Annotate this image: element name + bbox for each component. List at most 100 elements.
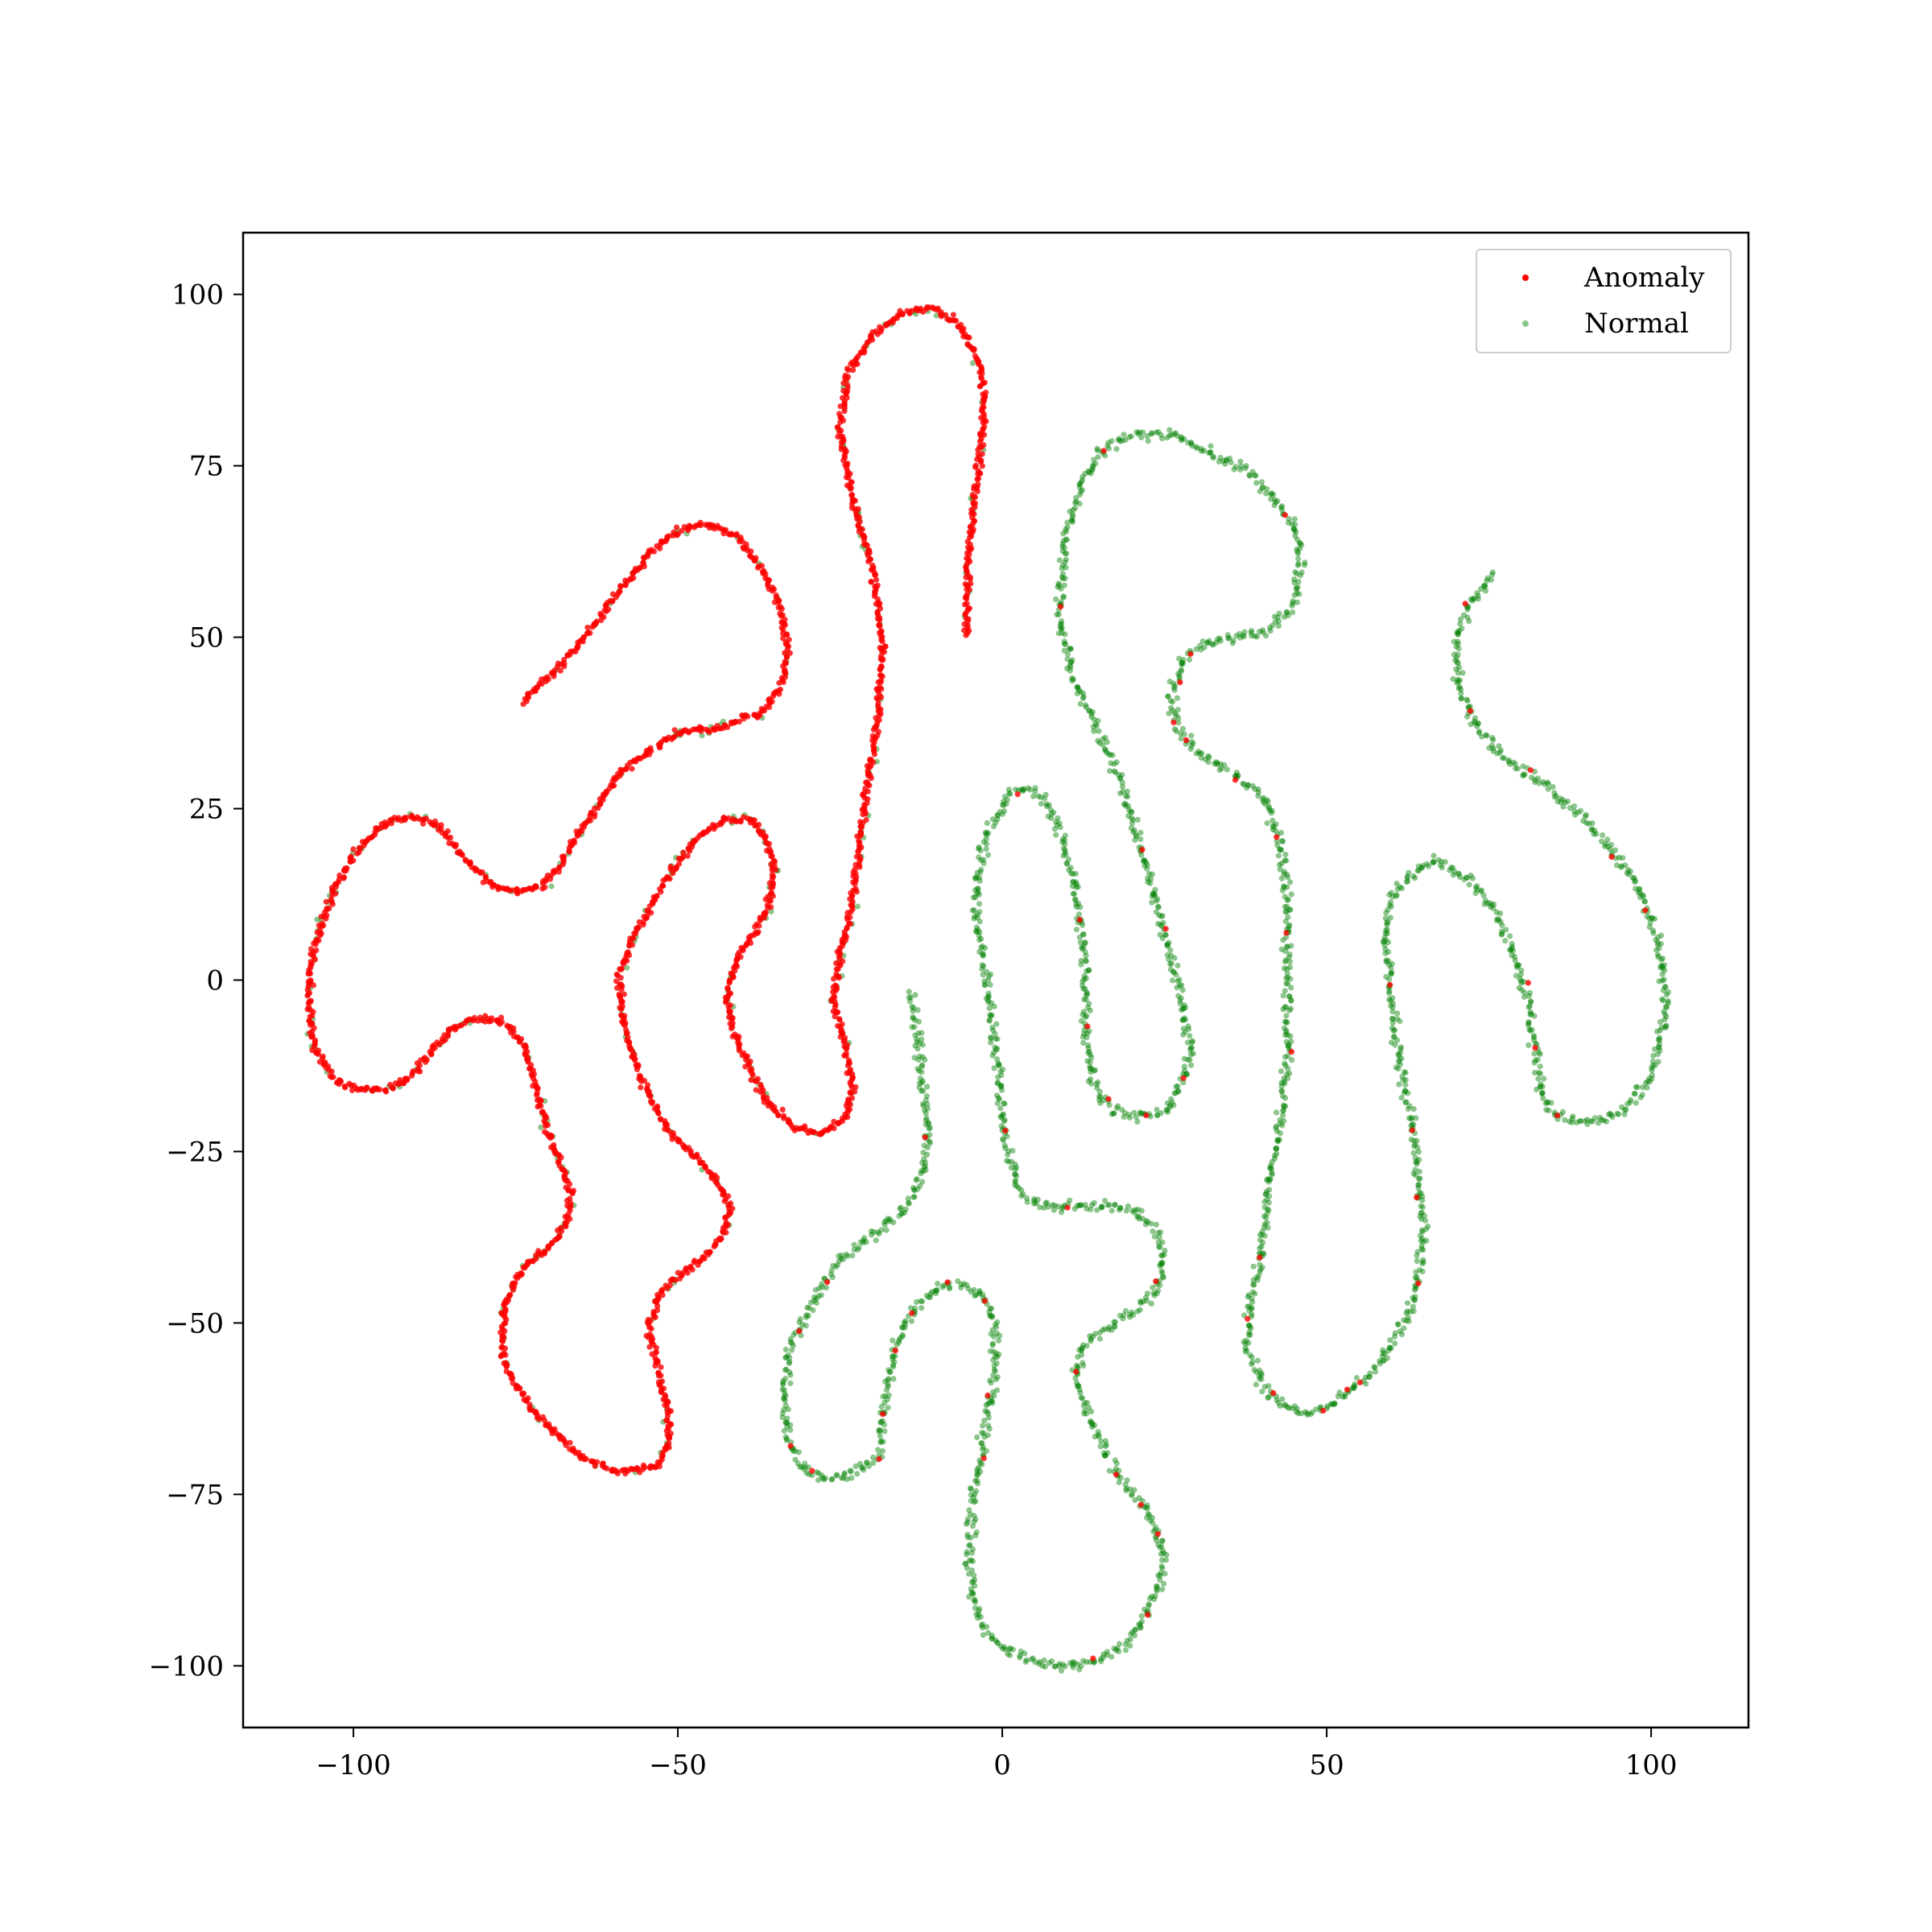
data-point (1178, 995, 1184, 1001)
data-point (1472, 715, 1479, 721)
data-point (848, 1475, 855, 1481)
data-point (971, 1572, 977, 1579)
data-point (1241, 634, 1247, 640)
data-point (1650, 930, 1657, 936)
data-point (1125, 794, 1131, 800)
data-point (1059, 1662, 1067, 1668)
data-point (1096, 1096, 1103, 1103)
data-point (1129, 1492, 1135, 1499)
data-point (1088, 1206, 1094, 1213)
data-point (1069, 678, 1075, 684)
data-point (697, 519, 704, 526)
data-point (1116, 1648, 1122, 1654)
data-point (1111, 1319, 1117, 1325)
data-point (880, 1439, 886, 1445)
data-point (1086, 1028, 1092, 1034)
data-point (1171, 687, 1178, 693)
data-point (579, 823, 585, 829)
data-point (1069, 657, 1075, 663)
data-point (981, 1418, 988, 1424)
data-point (445, 1033, 452, 1039)
data-point (1450, 872, 1456, 878)
data-point (663, 1393, 669, 1400)
data-point (1480, 892, 1487, 898)
data-point (1122, 1647, 1129, 1653)
data-point (1054, 822, 1060, 828)
data-point (987, 971, 994, 978)
data-point (966, 1542, 972, 1549)
data-point (1525, 1042, 1532, 1048)
data-point (1060, 594, 1067, 601)
data-point (1101, 1452, 1108, 1459)
data-point (1113, 1647, 1119, 1653)
data-point (1103, 749, 1109, 756)
data-point (838, 1252, 844, 1259)
data-point (902, 1318, 909, 1324)
data-point (1150, 1228, 1156, 1235)
data-point (1087, 1333, 1093, 1340)
data-point (1123, 803, 1129, 809)
data-point (1086, 1048, 1092, 1055)
data-point (1150, 1290, 1157, 1296)
data-point (964, 1549, 970, 1555)
data-point (964, 1521, 970, 1527)
data-point (1144, 1505, 1151, 1512)
data-point (1183, 1071, 1190, 1077)
data-point (972, 1599, 979, 1605)
data-point (1087, 1059, 1093, 1065)
data-point (1336, 1389, 1343, 1396)
data-point (968, 1586, 974, 1592)
data-point (1104, 1202, 1111, 1208)
data-point (782, 1391, 788, 1397)
data-point (1400, 1077, 1406, 1084)
data-point (835, 1009, 841, 1015)
data-point (933, 1290, 939, 1297)
data-point (1145, 879, 1151, 886)
data-point (786, 1360, 792, 1366)
data-point (1450, 675, 1456, 683)
data-point (923, 1292, 930, 1298)
data-point (828, 1271, 835, 1278)
data-point (1005, 1148, 1012, 1154)
data-point (539, 886, 546, 892)
data-point (1383, 957, 1389, 964)
data-point (1405, 1314, 1411, 1320)
data-point (1279, 1122, 1286, 1129)
data-point (1008, 1164, 1014, 1171)
data-point (926, 1294, 932, 1301)
data-point (1067, 664, 1074, 671)
data-point (993, 1324, 999, 1331)
data-point (989, 1636, 995, 1642)
data-point (1289, 602, 1295, 609)
data-point (1149, 1514, 1155, 1521)
data-point (1157, 1282, 1163, 1289)
data-point (860, 1237, 867, 1244)
data-point (1097, 1656, 1104, 1662)
data-point (852, 1084, 859, 1090)
data-point (858, 1464, 865, 1471)
data-point (1129, 815, 1135, 821)
data-point (1140, 1216, 1146, 1222)
data-point (1280, 993, 1286, 999)
data-point (1395, 1321, 1402, 1327)
data-point (976, 845, 982, 852)
data-point (964, 1516, 971, 1522)
data-point (980, 972, 986, 978)
data-point (891, 1359, 898, 1365)
data-point (958, 1281, 964, 1288)
data-point (1151, 892, 1158, 898)
data-point (598, 613, 605, 619)
data-point (1075, 1382, 1081, 1389)
data-point (1084, 1400, 1091, 1406)
data-point (1633, 1100, 1639, 1106)
data-point (811, 1294, 818, 1300)
data-point (1041, 1204, 1047, 1211)
data-point (992, 1044, 998, 1051)
data-point (972, 1477, 979, 1484)
data-point (989, 1342, 996, 1348)
data-point (803, 1323, 809, 1329)
data-point (1185, 1023, 1191, 1030)
data-point (999, 1087, 1005, 1093)
data-point (1158, 1229, 1164, 1236)
data-point (1059, 625, 1065, 632)
